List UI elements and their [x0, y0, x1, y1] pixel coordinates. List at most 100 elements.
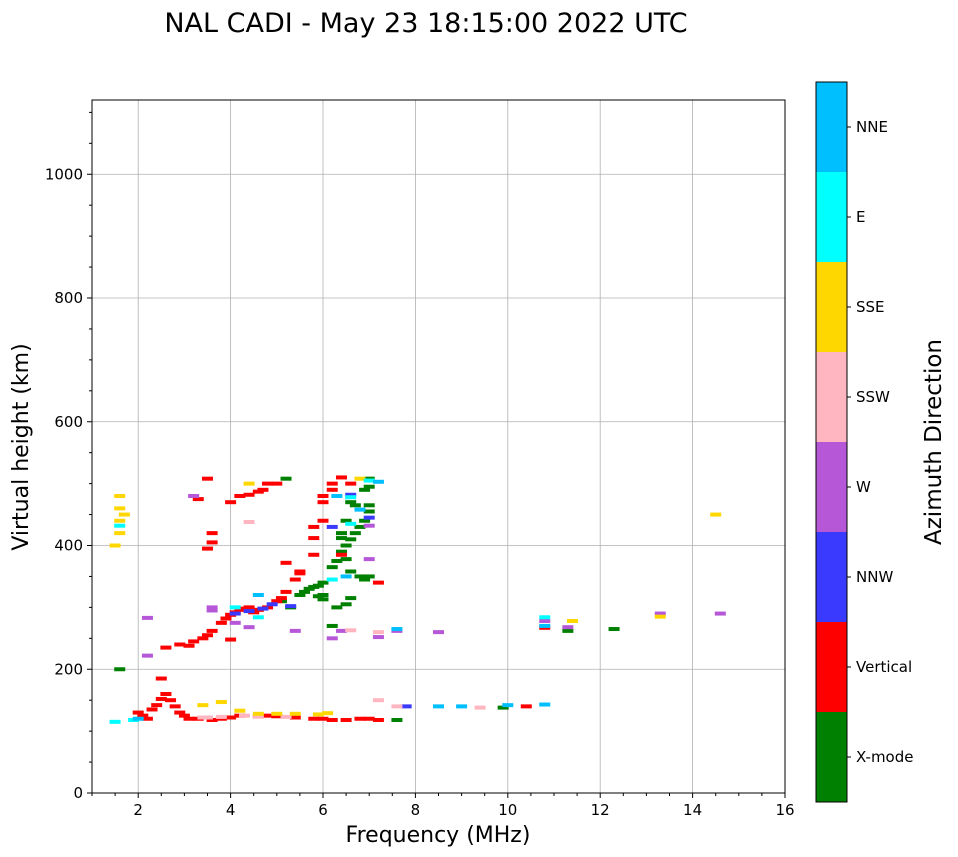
- point-w: [363, 557, 375, 562]
- point-vertical: [372, 717, 384, 722]
- colorbar-label-ssw: SSW: [856, 388, 890, 406]
- colorbar-swatch-sse: [816, 262, 847, 352]
- point-vertical: [326, 717, 338, 722]
- y-axis-ticks: 0 200 400 600 800 1000: [45, 111, 92, 802]
- point-sse: [654, 614, 666, 619]
- colorbar-swatch-nnw: [816, 532, 847, 622]
- point-x-mode: [345, 596, 357, 601]
- point-vertical: [225, 637, 237, 642]
- colorbar-swatch-w: [816, 442, 847, 532]
- point-nne: [331, 494, 343, 498]
- x-tick-label: 10: [498, 801, 517, 819]
- y-tick-label: 200: [54, 660, 83, 678]
- point-vertical: [165, 698, 177, 703]
- point-vertical: [206, 540, 218, 545]
- point-nne: [132, 716, 144, 721]
- point-x-mode: [294, 593, 306, 597]
- point-x-mode: [359, 577, 371, 582]
- point-x-mode: [317, 580, 329, 585]
- point-x-mode: [317, 597, 329, 602]
- point-x-mode: [562, 628, 574, 633]
- point-ssw: [243, 519, 255, 524]
- x-tick-label: 8: [411, 801, 421, 819]
- point-ssw: [391, 704, 403, 709]
- point-x-mode: [114, 667, 126, 672]
- point-sse: [114, 531, 126, 536]
- point-x-mode: [359, 487, 371, 492]
- plot-frame: [91, 99, 786, 794]
- colorbar-label-e: E: [856, 208, 865, 226]
- point-nnw: [285, 604, 297, 609]
- colorbar-swatch-x-mode: [816, 712, 847, 802]
- point-vertical: [317, 518, 329, 523]
- point-x-mode: [345, 537, 357, 542]
- point-vertical: [234, 494, 246, 498]
- colorbar-swatch-ssw: [816, 352, 847, 442]
- point-sse: [322, 711, 334, 716]
- point-vertical: [317, 494, 329, 498]
- x-tick-label: 14: [683, 801, 702, 819]
- point-sse: [312, 712, 324, 717]
- point-x-mode: [340, 518, 352, 523]
- point-sse: [215, 700, 227, 705]
- point-nnw: [257, 606, 269, 611]
- point-vertical: [160, 692, 172, 696]
- y-tick-label: 400: [54, 537, 83, 555]
- point-w: [326, 636, 338, 641]
- point-vertical: [183, 643, 195, 648]
- point-vertical: [243, 605, 255, 610]
- point-sse: [252, 711, 264, 716]
- point-vertical: [289, 577, 301, 582]
- point-ssw: [372, 698, 384, 703]
- point-e: [326, 577, 338, 582]
- point-vertical: [317, 716, 329, 721]
- point-vertical: [308, 524, 320, 529]
- point-vertical: [271, 714, 283, 719]
- point-nne: [391, 627, 403, 632]
- point-sse: [197, 703, 209, 708]
- point-x-mode: [312, 594, 324, 599]
- point-vertical: [225, 500, 237, 505]
- point-vertical: [169, 704, 181, 709]
- data-points: [109, 475, 726, 724]
- point-vertical: [262, 713, 274, 718]
- y-tick-label: 1000: [45, 165, 83, 183]
- point-nnw: [363, 515, 375, 520]
- point-x-mode: [354, 574, 366, 579]
- point-w: [363, 523, 375, 528]
- point-vertical: [275, 596, 287, 601]
- colorbar-swatch-vertical: [816, 622, 847, 712]
- point-x-mode: [363, 503, 375, 508]
- point-vertical: [345, 481, 357, 486]
- point-w: [243, 625, 255, 630]
- point-e: [345, 495, 357, 500]
- point-x-mode: [335, 549, 347, 554]
- point-vertical: [151, 703, 163, 708]
- point-vertical: [326, 481, 338, 486]
- point-vertical: [280, 560, 292, 565]
- point-sse: [710, 512, 722, 517]
- point-e: [114, 523, 126, 528]
- point-vertical: [262, 481, 274, 486]
- point-w: [539, 618, 551, 623]
- point-ssw: [345, 628, 357, 633]
- point-sse: [109, 543, 121, 548]
- point-sse: [118, 512, 130, 517]
- point-sse: [114, 494, 126, 498]
- point-w: [562, 625, 574, 630]
- point-vertical: [317, 500, 329, 505]
- point-nne: [354, 507, 366, 512]
- point-sse: [114, 506, 126, 511]
- point-vertical: [183, 716, 195, 721]
- point-e: [539, 615, 551, 620]
- point-w: [289, 628, 301, 633]
- point-w: [141, 615, 153, 620]
- point-vertical: [372, 580, 384, 585]
- x-tick-label: 16: [775, 801, 794, 819]
- point-vertical: [202, 476, 213, 481]
- x-axis-label: Frequency (MHz): [346, 823, 531, 848]
- point-x-mode: [335, 531, 347, 536]
- point-x-mode: [608, 627, 620, 632]
- point-ssw: [252, 714, 264, 719]
- point-ssw: [372, 630, 384, 635]
